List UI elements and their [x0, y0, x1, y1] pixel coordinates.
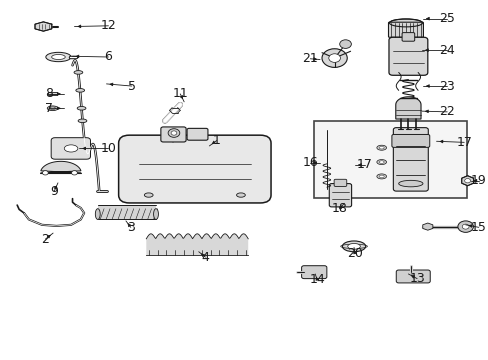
Ellipse shape [379, 175, 384, 178]
Text: 17: 17 [455, 136, 471, 149]
Ellipse shape [76, 89, 84, 92]
Text: 18: 18 [331, 202, 346, 215]
Text: 22: 22 [438, 105, 454, 118]
Ellipse shape [342, 241, 365, 252]
Text: 24: 24 [438, 44, 454, 57]
Text: 5: 5 [127, 80, 136, 93]
Polygon shape [35, 22, 52, 31]
Circle shape [464, 179, 469, 183]
Text: 9: 9 [50, 185, 58, 198]
Text: 14: 14 [308, 273, 325, 286]
Ellipse shape [388, 19, 422, 27]
Text: 16: 16 [302, 156, 318, 169]
Polygon shape [461, 176, 472, 186]
Ellipse shape [50, 107, 56, 109]
FancyBboxPatch shape [51, 138, 90, 159]
Bar [48, 92, 57, 95]
Text: 7: 7 [45, 102, 53, 115]
FancyBboxPatch shape [119, 135, 270, 203]
FancyBboxPatch shape [301, 266, 326, 279]
Circle shape [171, 131, 177, 135]
Text: 6: 6 [104, 50, 112, 63]
Text: 19: 19 [470, 174, 486, 187]
Text: 10: 10 [101, 142, 116, 155]
Polygon shape [395, 97, 420, 119]
Polygon shape [422, 223, 432, 230]
Text: 15: 15 [470, 221, 486, 234]
Bar [313, 121, 466, 198]
Text: 20: 20 [346, 247, 362, 260]
Text: 4: 4 [201, 251, 209, 264]
Circle shape [339, 40, 351, 48]
Text: 25: 25 [438, 12, 454, 25]
Ellipse shape [144, 193, 153, 197]
Text: 1: 1 [212, 134, 220, 147]
Circle shape [168, 129, 180, 137]
Ellipse shape [236, 193, 245, 197]
Text: 17: 17 [356, 158, 372, 171]
Ellipse shape [74, 71, 82, 74]
Text: 21: 21 [302, 52, 318, 65]
Circle shape [321, 49, 346, 67]
FancyBboxPatch shape [333, 179, 346, 186]
Ellipse shape [376, 174, 386, 179]
FancyBboxPatch shape [395, 270, 429, 283]
Circle shape [42, 171, 48, 175]
Ellipse shape [379, 161, 384, 163]
Ellipse shape [376, 145, 386, 150]
Circle shape [328, 54, 340, 62]
Ellipse shape [95, 209, 100, 220]
Ellipse shape [77, 107, 86, 110]
Ellipse shape [398, 180, 422, 187]
Ellipse shape [153, 209, 158, 220]
Ellipse shape [376, 159, 386, 165]
Ellipse shape [78, 119, 87, 123]
Text: 23: 23 [438, 80, 454, 93]
Ellipse shape [52, 54, 65, 59]
Ellipse shape [347, 243, 360, 249]
Text: 12: 12 [101, 19, 116, 32]
FancyBboxPatch shape [401, 33, 414, 41]
FancyBboxPatch shape [392, 128, 427, 191]
Ellipse shape [379, 147, 384, 149]
Text: 8: 8 [45, 87, 53, 100]
Text: 11: 11 [172, 87, 188, 100]
Polygon shape [41, 161, 81, 173]
Circle shape [461, 224, 468, 229]
FancyBboxPatch shape [161, 127, 186, 142]
Text: 13: 13 [408, 272, 424, 285]
FancyBboxPatch shape [328, 184, 351, 207]
FancyBboxPatch shape [387, 22, 423, 37]
Ellipse shape [64, 145, 78, 152]
Ellipse shape [46, 52, 71, 62]
Circle shape [71, 171, 77, 175]
FancyBboxPatch shape [391, 134, 429, 147]
Ellipse shape [47, 106, 58, 111]
FancyBboxPatch shape [388, 37, 427, 75]
Text: 3: 3 [126, 221, 134, 234]
Circle shape [457, 221, 472, 232]
Text: 2: 2 [41, 233, 49, 246]
FancyBboxPatch shape [187, 129, 207, 140]
